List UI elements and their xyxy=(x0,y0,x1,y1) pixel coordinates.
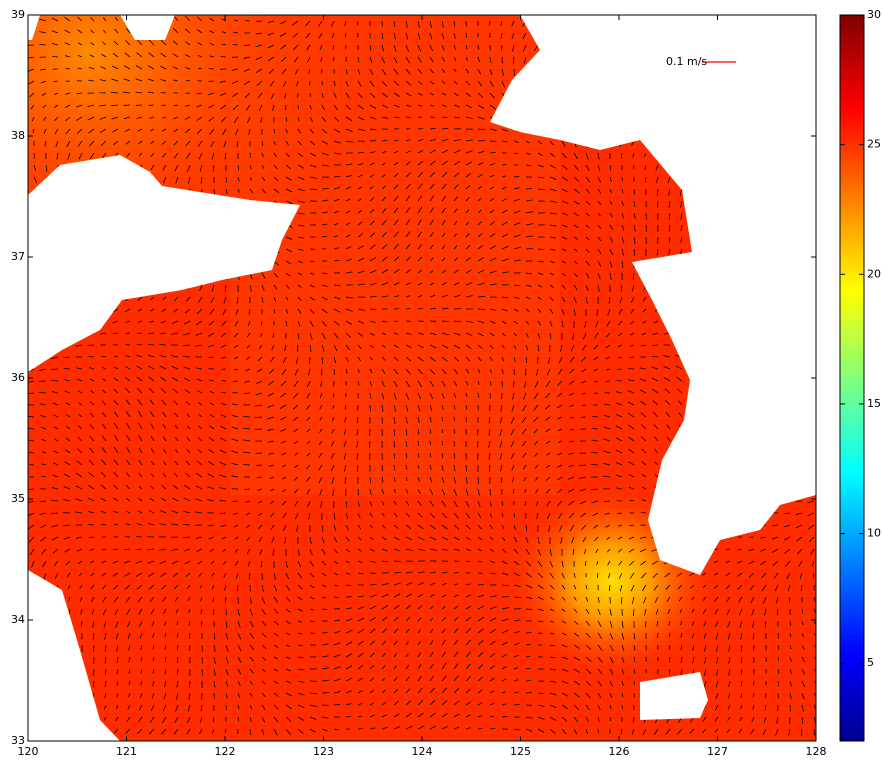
vector xyxy=(183,524,190,525)
vector xyxy=(796,501,802,502)
vector xyxy=(790,705,791,712)
vector xyxy=(657,633,658,638)
y-tick-label: 34 xyxy=(11,613,25,626)
vector xyxy=(334,369,335,375)
vector xyxy=(591,464,598,465)
vector xyxy=(622,177,623,181)
vector xyxy=(652,345,658,346)
x-tick-label: 124 xyxy=(412,745,433,758)
vector xyxy=(749,537,754,538)
vector xyxy=(245,20,250,21)
vector xyxy=(526,188,532,189)
vector xyxy=(39,392,46,393)
scale-label: 0.1 m/s xyxy=(666,55,707,68)
vector xyxy=(490,728,495,729)
x-tick-label: 127 xyxy=(707,745,728,758)
figure: 0.1 m/s 12012112212312412512612712833343… xyxy=(0,0,883,762)
vector xyxy=(442,321,449,322)
vector xyxy=(369,441,370,448)
x-tick-label: 122 xyxy=(215,745,236,758)
colorbar-tick-label: 25 xyxy=(867,138,881,151)
vector xyxy=(161,105,166,106)
vector xyxy=(244,45,250,46)
vector xyxy=(322,609,327,610)
x-tick-label: 125 xyxy=(510,745,531,758)
vector xyxy=(394,321,398,322)
vector xyxy=(149,333,154,334)
y-tick-label: 36 xyxy=(11,371,25,384)
field xyxy=(27,15,818,741)
y-tick-label: 38 xyxy=(11,129,25,142)
vector xyxy=(243,464,250,465)
vector xyxy=(226,705,227,710)
vector xyxy=(778,633,779,638)
vector xyxy=(322,188,329,189)
colorbar-tick-label: 20 xyxy=(867,267,881,280)
y-tick-label: 33 xyxy=(11,734,25,747)
vector xyxy=(214,189,215,195)
x-tick-label: 128 xyxy=(806,745,827,758)
vector xyxy=(538,249,544,250)
vector xyxy=(202,657,203,664)
vector xyxy=(221,56,226,57)
vector xyxy=(501,45,502,51)
y-tick-label: 37 xyxy=(11,250,25,263)
vector xyxy=(406,308,410,309)
vector xyxy=(406,117,411,118)
vector xyxy=(489,21,490,25)
x-tick-label: 126 xyxy=(609,745,630,758)
colorbar-tick-label: 15 xyxy=(867,397,881,410)
vector xyxy=(40,501,46,502)
vector xyxy=(617,513,622,514)
vector xyxy=(208,81,214,82)
vector xyxy=(646,225,647,232)
colorbar-tick-label: 5 xyxy=(867,656,874,669)
vector xyxy=(238,717,239,721)
vector xyxy=(298,105,299,109)
y-tick-label: 39 xyxy=(11,8,25,21)
colorbar-tick-label: 10 xyxy=(867,527,881,540)
vector xyxy=(610,717,611,721)
vector xyxy=(29,489,34,490)
colorbar-tick-label: 30 xyxy=(867,8,881,21)
x-tick-label: 121 xyxy=(116,745,137,758)
vector xyxy=(454,572,459,573)
vector xyxy=(598,729,599,733)
vector xyxy=(418,128,423,129)
vector xyxy=(514,369,515,375)
colorbar xyxy=(840,15,864,741)
x-tick-label: 123 xyxy=(313,745,334,758)
vector xyxy=(454,441,455,446)
vector xyxy=(454,429,455,434)
vector xyxy=(502,501,503,506)
y-tick-label: 35 xyxy=(11,492,25,505)
vector xyxy=(69,609,70,614)
vector xyxy=(454,308,461,309)
